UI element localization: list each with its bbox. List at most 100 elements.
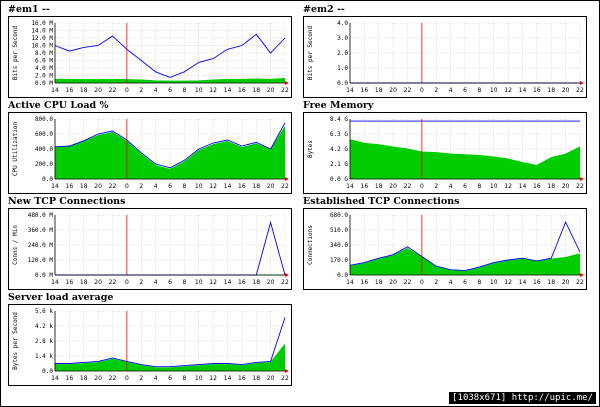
- x-tick-label: 14: [51, 375, 59, 382]
- x-tick-label: 16: [361, 183, 369, 190]
- chart-title: Server load average: [8, 292, 114, 303]
- x-tick-label: 6: [168, 279, 172, 286]
- x-tick-label: 4: [154, 375, 158, 382]
- x-tick-label: 12: [209, 279, 217, 286]
- y-tick-label: 120.0 M: [28, 257, 54, 264]
- chart-title: Active CPU Load %: [8, 100, 109, 111]
- series-line-2: [55, 317, 286, 368]
- x-tick-label: 20: [562, 183, 570, 190]
- x-tick-label: 16: [361, 279, 369, 286]
- series-area-1: [55, 126, 285, 179]
- x-tick-label: 0: [125, 87, 129, 94]
- x-tick-label: 20: [94, 279, 102, 286]
- x-tick-label: 18: [547, 183, 555, 190]
- y-tick-label: 360.0 M: [28, 227, 54, 234]
- y-tick-label: 510.0: [330, 227, 348, 234]
- x-tick-label: 12: [209, 375, 217, 382]
- x-axis-arrow-icon: [580, 273, 584, 277]
- y-tick-label: 4.2 k: [35, 323, 53, 330]
- x-tick-label: 18: [252, 183, 260, 190]
- x-tick-label: 20: [267, 183, 275, 190]
- x-tick-label: 22: [109, 279, 117, 286]
- x-tick-label: 14: [346, 183, 354, 190]
- x-tick-label: 0: [125, 183, 129, 190]
- chart-panel-1: #em1 -- 14 16 18 20 22 0 2 4 6 8 10 12 14 16 18 20 22 0.0…: [8, 4, 292, 98]
- x-tick-label: 14: [519, 183, 527, 190]
- chart-svg: 14 16 18 20 22 0 2 4 6 8 10 12 14 16 18 20 22 0.0 1.0 2.0 3.…: [307, 20, 584, 94]
- chart-svg: 14 16 18 20 22 0 2 4 6 8 10 12 14 16 18 20 22 0.0 170.0 340…: [307, 212, 584, 286]
- x-tick-label: 4: [449, 183, 453, 190]
- chart-title: #em2 --: [303, 4, 345, 15]
- y-tick-label: 2.0 M: [35, 73, 53, 80]
- x-tick-label: 16: [238, 183, 246, 190]
- y-tick-label: 0.0: [42, 368, 53, 375]
- y-axis-label: Bits per Second: [12, 26, 19, 81]
- y-axis-label: Bytes per Second: [12, 312, 19, 370]
- x-tick-label: 0: [420, 183, 424, 190]
- x-tick-label: 18: [80, 183, 88, 190]
- x-tick-label: 18: [547, 87, 555, 94]
- y-tick-label: 0.0: [337, 272, 348, 279]
- x-tick-label: 2: [139, 183, 143, 190]
- y-tick-label: 0.0 M: [35, 80, 53, 87]
- x-tick-label: 14: [224, 279, 232, 286]
- x-tick-label: 16: [533, 87, 541, 94]
- x-tick-label: 18: [375, 183, 383, 190]
- x-tick-label: 22: [281, 279, 289, 286]
- series-line-1: [349, 247, 581, 272]
- y-tick-label: 14.0 M: [31, 28, 53, 35]
- x-tick-label: 6: [168, 87, 172, 94]
- x-tick-label: 20: [389, 183, 397, 190]
- x-tick-label: 8: [182, 279, 186, 286]
- series-line-2: [54, 122, 286, 169]
- y-tick-label: 480.0 M: [28, 212, 54, 219]
- y-tick-label: 0.0: [337, 80, 348, 87]
- y-tick-label: 2.0: [337, 50, 348, 57]
- x-tick-label: 20: [267, 375, 275, 382]
- x-tick-label: 12: [209, 87, 217, 94]
- x-tick-label: 22: [281, 87, 289, 94]
- chart-panel-7: Server load average 14 16 18 20 22 0 2 4 6 8 10 12 14…: [8, 292, 292, 386]
- x-tick-label: 22: [576, 279, 584, 286]
- y-tick-label: 4.0 M: [35, 65, 53, 72]
- x-tick-label: 16: [238, 87, 246, 94]
- x-tick-label: 14: [519, 279, 527, 286]
- x-tick-label: 4: [449, 87, 453, 94]
- x-tick-label: 20: [389, 279, 397, 286]
- y-tick-label: 8.4 G: [330, 116, 348, 123]
- y-tick-label: 340.0: [330, 242, 348, 249]
- x-tick-label: 18: [80, 87, 88, 94]
- x-tick-label: 8: [182, 375, 186, 382]
- chart-title: #em1 --: [8, 4, 50, 15]
- x-tick-label: 2: [434, 87, 438, 94]
- series-area-1: [350, 139, 580, 179]
- x-tick-label: 2: [434, 183, 438, 190]
- x-tick-label: 22: [281, 183, 289, 190]
- x-tick-label: 16: [66, 375, 74, 382]
- x-tick-label: 22: [576, 87, 584, 94]
- x-tick-label: 20: [94, 375, 102, 382]
- x-tick-label: 12: [209, 183, 217, 190]
- y-axis-label: Conns / Min: [12, 225, 19, 265]
- y-tick-label: 6.3 G: [330, 131, 348, 138]
- x-tick-label: 16: [66, 183, 74, 190]
- series-line-1: [54, 126, 286, 170]
- y-tick-label: 800.0: [35, 116, 53, 123]
- x-tick-label: 0: [420, 279, 424, 286]
- x-tick-label: 20: [562, 87, 570, 94]
- chart-panel-6: Established TCP Connections 14 16 18 20 22 0 2 4…: [303, 196, 587, 290]
- y-tick-label: 600.0: [35, 131, 53, 138]
- chart-panel-2: #em2 -- 14 16 18 20 22 0 2 4 6 8 10 12 14 16 18 20 22 0.0 1…: [303, 4, 587, 98]
- x-axis-arrow-icon: [285, 81, 289, 85]
- x-tick-label: 18: [252, 279, 260, 286]
- x-tick-label: 22: [404, 279, 412, 286]
- x-tick-label: 16: [533, 279, 541, 286]
- x-tick-label: 20: [562, 279, 570, 286]
- chart-title: New TCP Connections: [8, 196, 126, 207]
- x-tick-label: 18: [252, 375, 260, 382]
- x-tick-label: 20: [389, 87, 397, 94]
- x-tick-label: 10: [490, 87, 498, 94]
- x-tick-label: 16: [361, 87, 369, 94]
- x-tick-label: 18: [252, 87, 260, 94]
